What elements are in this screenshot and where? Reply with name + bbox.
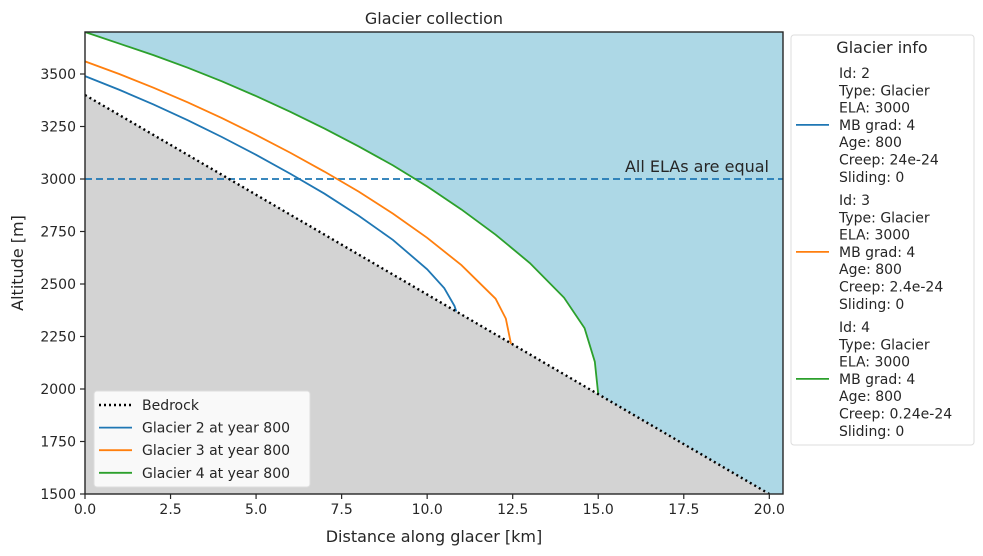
y-tick-label: 2000	[40, 382, 76, 398]
info-line: ELA: 3000	[839, 355, 910, 371]
glacier-3-surface-line	[85, 60, 512, 345]
info-line: Creep: 0.24e-24	[839, 407, 952, 423]
info-line: Sliding: 0	[839, 170, 904, 186]
info-line: Id: 2	[839, 66, 870, 82]
chart-title: Glacier collection	[365, 9, 503, 28]
x-tick-label: 7.5	[330, 502, 352, 518]
info-line: MB grad: 4	[839, 118, 915, 134]
x-tick-label: 0.0	[74, 502, 96, 518]
info-line: Sliding: 0	[839, 297, 904, 313]
x-tick-label: 12.5	[497, 502, 528, 518]
x-tick-label: 5.0	[245, 502, 267, 518]
x-tick-label: 20.0	[754, 502, 785, 518]
y-axis-label: Altitude [m]	[8, 215, 27, 311]
info-line: ELA: 3000	[839, 101, 910, 117]
info-line: MB grad: 4	[839, 372, 915, 388]
x-tick-label: 15.0	[583, 502, 614, 518]
info-line: Id: 4	[839, 320, 870, 336]
info-line: Type: Glacier	[838, 210, 930, 226]
y-tick-label: 1500	[40, 487, 76, 503]
info-line: ELA: 3000	[839, 228, 910, 244]
y-tick-label: 2500	[40, 277, 76, 293]
y-tick-label: 2750	[40, 225, 76, 241]
legend-entry: Glacier 3 at year 800	[142, 443, 290, 459]
info-line: Id: 3	[839, 193, 870, 209]
glacier-2-surface-line	[85, 75, 458, 312]
y-tick-label: 2250	[40, 330, 76, 346]
y-tick-label: 3500	[40, 67, 76, 83]
x-axis-label: Distance along glacer [km]	[326, 527, 543, 546]
x-tick-label: 2.5	[159, 502, 181, 518]
series-legend: Bedrock Glacier 2 at year 800 Glacier 3 at…	[93, 390, 311, 488]
info-line: Age: 800	[839, 389, 902, 405]
legend-entry: Glacier 4 at year 800	[142, 466, 290, 482]
info-line: Age: 800	[839, 262, 902, 278]
info-line: Creep: 24e-24	[839, 153, 939, 169]
legend-entry: Bedrock	[142, 398, 200, 414]
ela-annotation: All ELAs are equal	[625, 157, 769, 176]
info-legend-box	[790, 34, 975, 446]
glacier-4-surface-line	[85, 32, 600, 395]
info-line: Sliding: 0	[839, 424, 904, 440]
info-line: MB grad: 4	[839, 245, 915, 261]
info-line: Type: Glacier	[838, 83, 930, 99]
bedrock-line	[85, 93, 770, 494]
y-tick-label: 3250	[40, 120, 76, 136]
glacier-ice-area	[85, 32, 599, 395]
legend-box	[93, 390, 311, 488]
y-tick-label: 3000	[40, 172, 76, 188]
info-line: Creep: 2.4e-24	[839, 280, 943, 296]
legend-entry: Glacier 2 at year 800	[142, 421, 290, 437]
x-tick-label: 17.5	[668, 502, 699, 518]
info-legend-title: Glacier info	[836, 38, 927, 57]
info-line: Type: Glacier	[838, 337, 930, 353]
x-tick-label: 10.0	[412, 502, 443, 518]
plot-frame	[84, 31, 784, 495]
info-line: Age: 800	[839, 135, 902, 151]
y-tick-label: 1750	[40, 435, 76, 451]
